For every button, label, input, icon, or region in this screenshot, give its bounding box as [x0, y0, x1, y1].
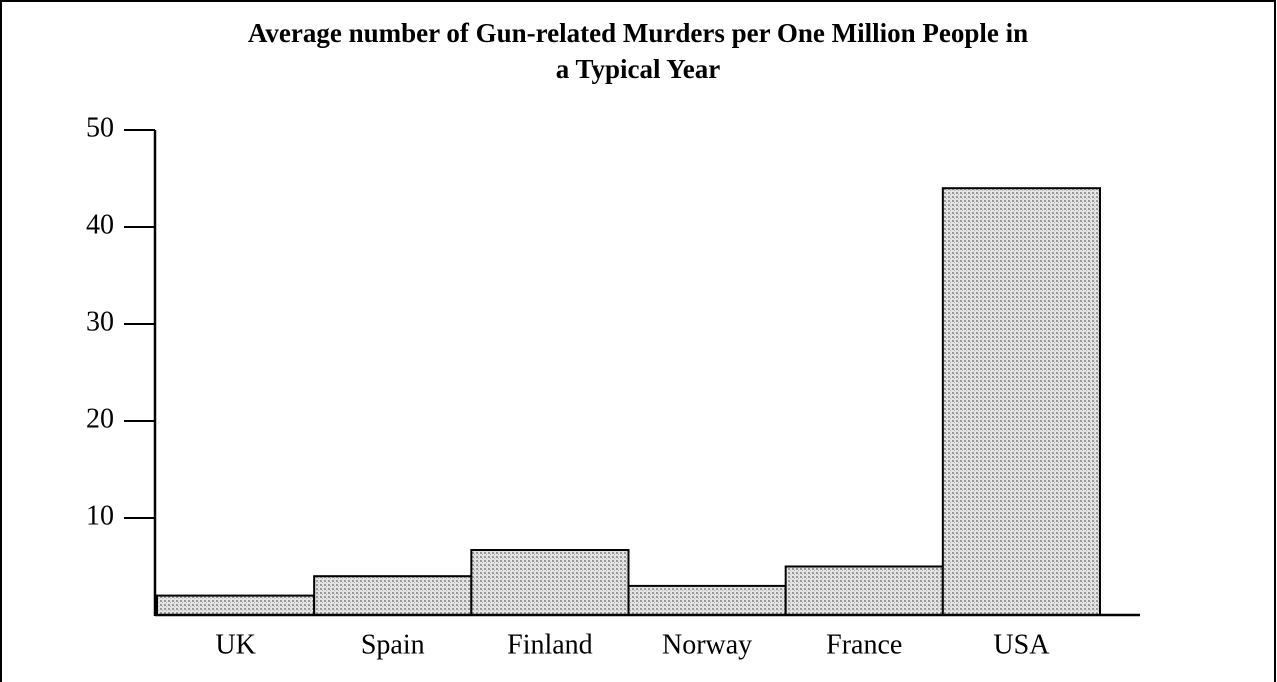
bar: [941, 187, 1101, 616]
bar: [470, 549, 630, 617]
x-tick-label: USA: [993, 629, 1050, 660]
bar: [156, 594, 316, 616]
bar: [313, 575, 473, 617]
bar: [627, 584, 787, 617]
chart-title: Average number of Gun-related Murders pe…: [248, 18, 1028, 48]
y-tick-label: 20: [86, 403, 114, 434]
bar: [784, 565, 944, 616]
y-tick-label: 10: [86, 500, 114, 531]
x-tick-label: Finland: [507, 629, 593, 660]
y-tick-label: 40: [86, 209, 114, 240]
x-tick-label: Norway: [662, 629, 752, 660]
x-tick-label: UK: [215, 629, 255, 660]
chart-title: a Typical Year: [556, 54, 721, 84]
x-tick-label: France: [826, 629, 902, 660]
x-tick-label: Spain: [361, 629, 425, 660]
y-tick-label: 50: [86, 112, 114, 143]
y-tick-label: 30: [86, 306, 114, 337]
